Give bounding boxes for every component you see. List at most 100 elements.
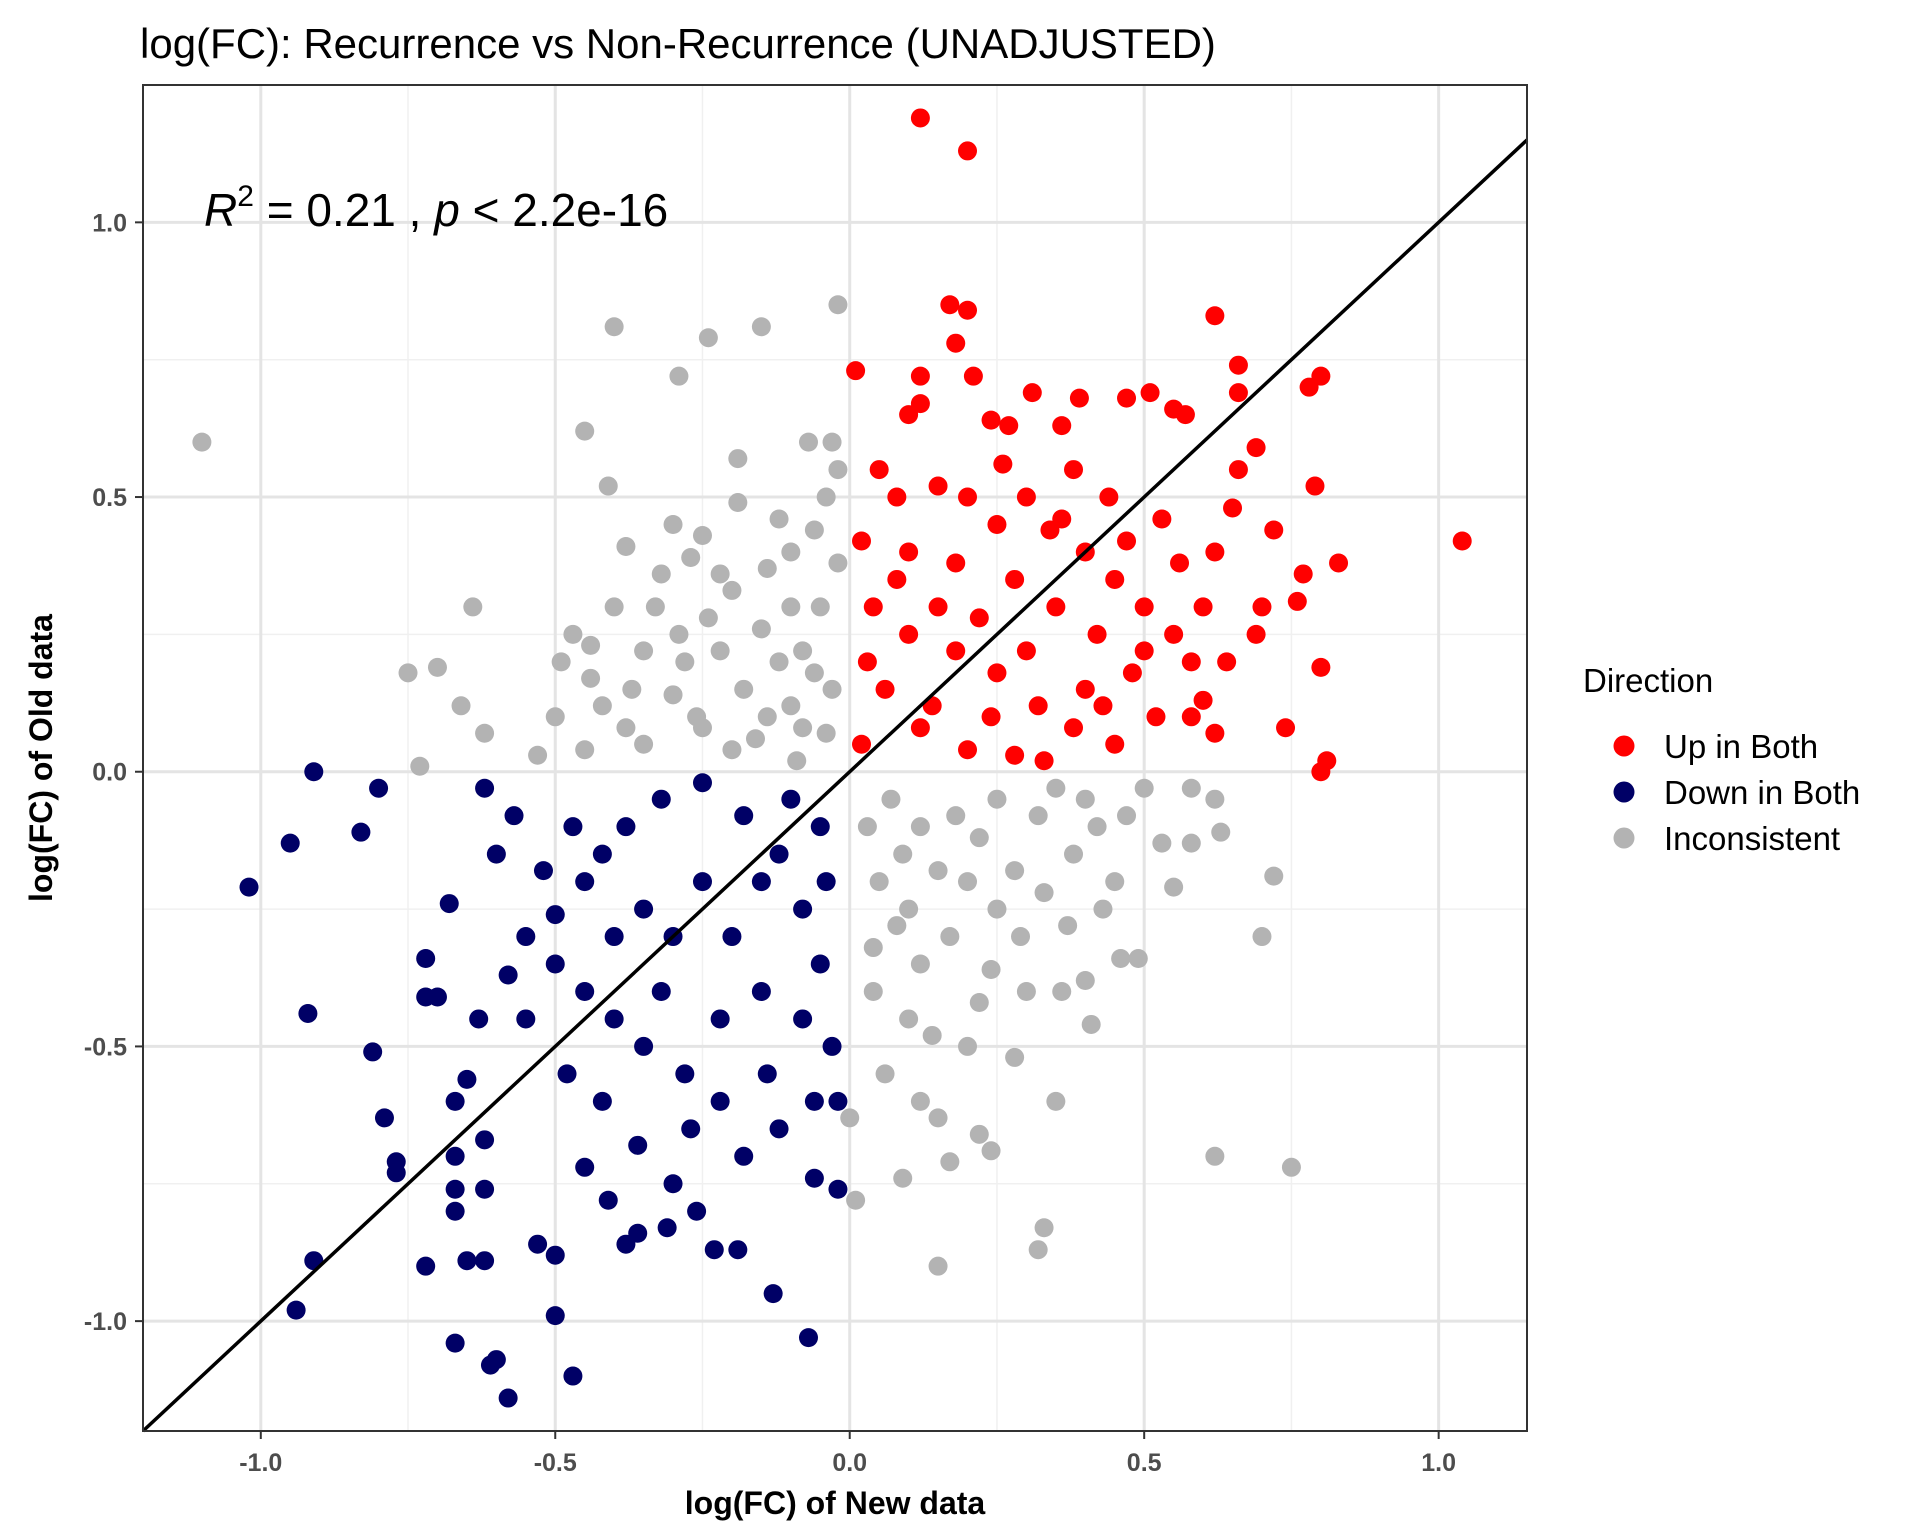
point-up-in-both: [963, 366, 983, 386]
point-inconsistent: [528, 745, 548, 765]
point-inconsistent: [863, 938, 883, 958]
point-inconsistent: [863, 981, 883, 1001]
point-inconsistent: [899, 1009, 919, 1029]
chart-title: log(FC): Recurrence vs Non-Recurrence (U…: [140, 20, 1216, 67]
point-inconsistent: [728, 449, 748, 469]
point-inconsistent: [728, 493, 748, 513]
point-down-in-both: [498, 1388, 518, 1408]
y-tick-label: 1.0: [92, 209, 127, 237]
point-up-in-both: [958, 300, 978, 320]
point-up-in-both: [1022, 383, 1042, 403]
point-up-in-both: [1046, 597, 1066, 617]
point-up-in-both: [946, 641, 966, 661]
point-up-in-both: [1252, 597, 1272, 617]
legend-title: Direction: [1583, 662, 1713, 699]
point-inconsistent: [451, 696, 471, 716]
point-down-in-both: [692, 872, 712, 892]
point-up-in-both: [1228, 460, 1248, 480]
point-inconsistent: [675, 652, 695, 672]
point-inconsistent: [1128, 949, 1148, 969]
point-inconsistent: [598, 476, 618, 496]
point-up-in-both: [1311, 657, 1331, 677]
point-inconsistent: [1281, 1157, 1301, 1177]
point-up-in-both: [1040, 520, 1060, 540]
point-down-in-both: [687, 1201, 707, 1221]
point-up-in-both: [910, 366, 930, 386]
point-down-in-both: [793, 1009, 813, 1029]
point-up-in-both: [1117, 531, 1137, 551]
point-up-in-both: [1205, 723, 1225, 743]
point-inconsistent: [692, 718, 712, 738]
y-axis-title: log(FC) of Old data: [23, 614, 59, 902]
point-down-in-both: [480, 1355, 500, 1375]
point-up-in-both: [1217, 652, 1237, 672]
point-down-in-both: [734, 1146, 754, 1166]
point-up-in-both: [910, 718, 930, 738]
point-up-in-both: [1193, 690, 1213, 710]
point-inconsistent: [969, 828, 989, 848]
point-up-in-both: [1228, 355, 1248, 375]
point-inconsistent: [1181, 833, 1201, 853]
point-up-in-both: [1181, 652, 1201, 672]
point-inconsistent: [1005, 861, 1025, 881]
point-inconsistent: [981, 1141, 1001, 1161]
point-inconsistent: [875, 1064, 895, 1084]
point-down-in-both: [498, 965, 518, 985]
point-up-in-both: [1005, 569, 1025, 589]
point-inconsistent: [651, 564, 671, 584]
point-inconsistent: [722, 740, 742, 760]
point-inconsistent: [887, 916, 907, 936]
identity-reference-line: [141, 138, 1529, 1433]
point-up-in-both: [1193, 597, 1213, 617]
point-up-in-both: [928, 597, 948, 617]
point-inconsistent: [1252, 927, 1272, 947]
point-up-in-both: [946, 333, 966, 353]
x-tick-label: 1.0: [1421, 1449, 1456, 1477]
point-up-in-both: [1075, 679, 1095, 699]
point-down-in-both: [439, 894, 459, 914]
annotation-mid-text: = 0.21 ,: [254, 184, 434, 236]
point-inconsistent: [698, 328, 718, 348]
point-down-in-both: [457, 1251, 477, 1271]
point-up-in-both: [1069, 388, 1089, 408]
point-down-in-both: [816, 872, 836, 892]
x-tick-label: -1.0: [239, 1449, 282, 1477]
point-down-in-both: [604, 1009, 624, 1029]
point-inconsistent: [1046, 1091, 1066, 1111]
point-inconsistent: [663, 685, 683, 705]
point-up-in-both: [852, 531, 872, 551]
point-up-in-both: [1034, 751, 1054, 771]
point-inconsistent: [669, 624, 689, 644]
point-inconsistent: [940, 1152, 960, 1172]
point-down-in-both: [427, 987, 447, 1007]
point-up-in-both: [999, 416, 1019, 436]
point-up-in-both: [857, 652, 877, 672]
legend: Direction Up in Both Down in Both Inconsis…: [1583, 662, 1860, 857]
point-inconsistent: [751, 317, 771, 337]
point-up-in-both: [1134, 597, 1154, 617]
point-up-in-both: [1246, 624, 1266, 644]
point-up-in-both: [1305, 476, 1325, 496]
point-down-in-both: [545, 905, 565, 925]
point-inconsistent: [757, 558, 777, 578]
point-up-in-both: [1223, 498, 1243, 518]
point-inconsistent: [634, 641, 654, 661]
point-inconsistent: [928, 861, 948, 881]
point-up-in-both: [987, 663, 1007, 683]
point-inconsistent: [969, 1124, 989, 1144]
point-up-in-both: [1146, 707, 1166, 727]
plot-panel-border: [142, 84, 1528, 1432]
point-down-in-both: [592, 844, 612, 864]
point-inconsistent: [1028, 1240, 1048, 1260]
point-inconsistent: [881, 789, 901, 809]
point-inconsistent: [622, 679, 642, 699]
point-up-in-both: [1099, 487, 1119, 507]
point-inconsistent: [710, 641, 730, 661]
point-down-in-both: [374, 1108, 394, 1128]
point-inconsistent: [427, 657, 447, 677]
point-inconsistent: [692, 525, 712, 545]
point-inconsistent: [893, 1168, 913, 1188]
point-up-in-both: [875, 679, 895, 699]
x-axis-ticks: -1.0 -0.5 0.0 0.5 1.0: [239, 1431, 1456, 1477]
point-down-in-both: [751, 872, 771, 892]
